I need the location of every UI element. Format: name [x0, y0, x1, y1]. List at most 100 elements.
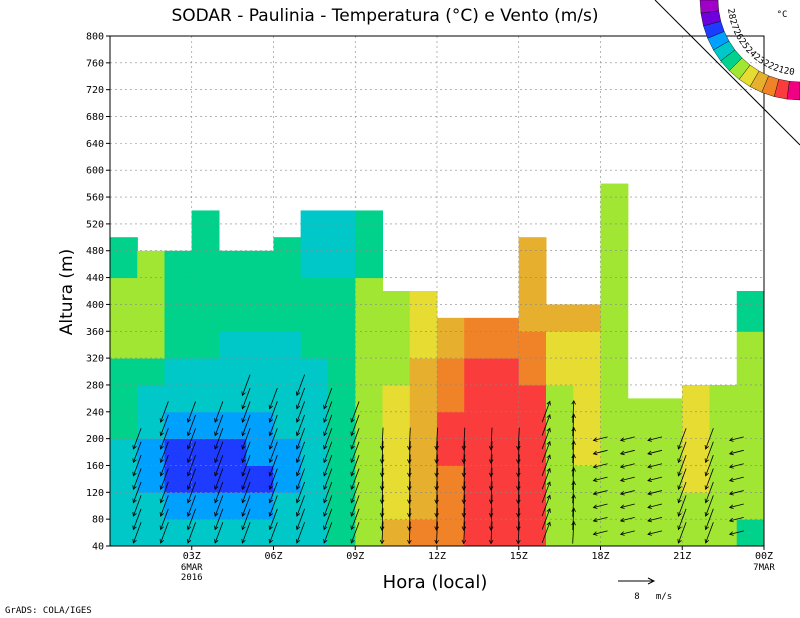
- wind-arrow: [268, 481, 278, 504]
- wind-arrow: [461, 508, 467, 531]
- temperature-cell: [300, 210, 329, 252]
- wind-arrow: [461, 521, 467, 545]
- temperature-cell: [546, 411, 574, 440]
- temperature-cell: [573, 358, 601, 386]
- temperature-cell: [110, 384, 138, 413]
- wind-arrow: [541, 508, 551, 530]
- temperature-cell: [246, 358, 274, 386]
- temperature-cell: [736, 492, 764, 520]
- temperature-cell: [355, 411, 383, 440]
- wind-arrow: [186, 441, 196, 464]
- wind-arrow: [295, 441, 305, 464]
- wind-arrow: [159, 495, 169, 517]
- wind-arrow: [323, 495, 333, 517]
- wind-arrow: [214, 481, 224, 504]
- wind-arrow: [241, 522, 251, 544]
- y-tick-label: 600: [86, 166, 104, 177]
- wind-arrow: [323, 454, 333, 477]
- wind-arrow: [516, 481, 521, 505]
- wind-arrow: [268, 387, 278, 410]
- temperature-cell: [736, 438, 764, 466]
- temperature-cell: [518, 277, 547, 305]
- wind-arrow: [379, 441, 385, 464]
- wind-arrow: [186, 454, 196, 477]
- temperature-cell: [300, 358, 329, 386]
- wind-arrow: [268, 414, 278, 437]
- temperature-cell: [110, 331, 138, 359]
- temperature-cell: [355, 331, 383, 359]
- wind-arrow: [461, 454, 467, 478]
- temperature-cell: [273, 237, 302, 252]
- temperature-cell: [573, 411, 601, 440]
- wind-arrow: [647, 490, 663, 496]
- wind-arrow: [619, 449, 635, 456]
- y-tick-label: 720: [86, 85, 104, 96]
- temperature-cell: [273, 277, 302, 305]
- wind-arrow: [571, 493, 576, 517]
- wind-arrow: [186, 522, 196, 544]
- x-axis-label: Hora (local): [383, 572, 488, 593]
- colorbar-unit: °C: [777, 10, 788, 20]
- temperature-cell: [164, 384, 193, 413]
- wind-arrow: [323, 522, 333, 544]
- wind-arrow: [647, 530, 663, 536]
- temperature-cell: [518, 465, 547, 493]
- wind-arrow: [241, 428, 251, 450]
- wind-arrow: [407, 494, 412, 518]
- wind-arrow: [619, 530, 635, 536]
- temperature-cell: [273, 304, 302, 332]
- temperature-cell: [437, 492, 465, 520]
- temperature-cell: [518, 519, 547, 546]
- wind-arrow: [295, 508, 305, 531]
- chart-title: SODAR - Paulinia - Temperatura (°C) e Ve…: [171, 6, 598, 26]
- temperature-cell: [328, 210, 356, 252]
- wind-arrow: [268, 401, 278, 423]
- wind-arrow: [241, 481, 251, 504]
- wind-arrow: [571, 467, 576, 490]
- wind-arrow: [541, 427, 551, 450]
- temperature-cell: [491, 519, 520, 546]
- temperature-cell: [219, 331, 247, 359]
- y-tick-label: 40: [92, 542, 104, 553]
- temperature-cell: [246, 277, 274, 305]
- y-tick-label: 520: [86, 219, 104, 230]
- y-tick-label: 680: [86, 112, 104, 123]
- wind-arrow: [571, 426, 576, 450]
- wind-arrow: [516, 494, 521, 518]
- temperature-cell: [464, 358, 492, 386]
- temperature-cell: [355, 492, 383, 520]
- wind-arrow: [728, 476, 744, 483]
- wind-arrow: [488, 508, 494, 531]
- temperature-cell: [409, 331, 438, 359]
- temperature-cell: [382, 411, 411, 440]
- x-tick-label: 03Z: [183, 551, 201, 562]
- wind-arrow: [516, 454, 521, 478]
- temperature-cell: [437, 317, 465, 332]
- wind-arrow: [647, 463, 663, 469]
- wind-arrow: [541, 494, 551, 517]
- wind-arrow: [323, 468, 333, 491]
- x-tick-label: 12Z: [428, 551, 446, 562]
- y-tick-label: 280: [86, 380, 104, 391]
- temperature-cell: [409, 384, 438, 413]
- temperature-cell: [409, 411, 438, 440]
- wind-arrow: [295, 387, 305, 410]
- wind-arrow: [214, 414, 224, 437]
- temperature-cell: [600, 465, 629, 493]
- temperature-cell: [682, 411, 710, 440]
- temperature-cell: [518, 358, 547, 386]
- wind-arrow: [241, 508, 251, 531]
- wind-arrow: [186, 401, 196, 423]
- wind-arrow: [214, 522, 224, 544]
- temperature-cell: [191, 358, 220, 386]
- wind-arrow: [619, 436, 635, 442]
- temperature-cell: [600, 331, 629, 359]
- wind-arrow: [159, 414, 169, 437]
- temperature-cell: [137, 331, 165, 359]
- temperature-cell: [273, 358, 302, 386]
- wind-arrow: [571, 440, 576, 464]
- temperature-cell: [328, 277, 356, 305]
- temperature-cell: [437, 331, 465, 359]
- y-axis-label: Altura (m): [57, 249, 77, 335]
